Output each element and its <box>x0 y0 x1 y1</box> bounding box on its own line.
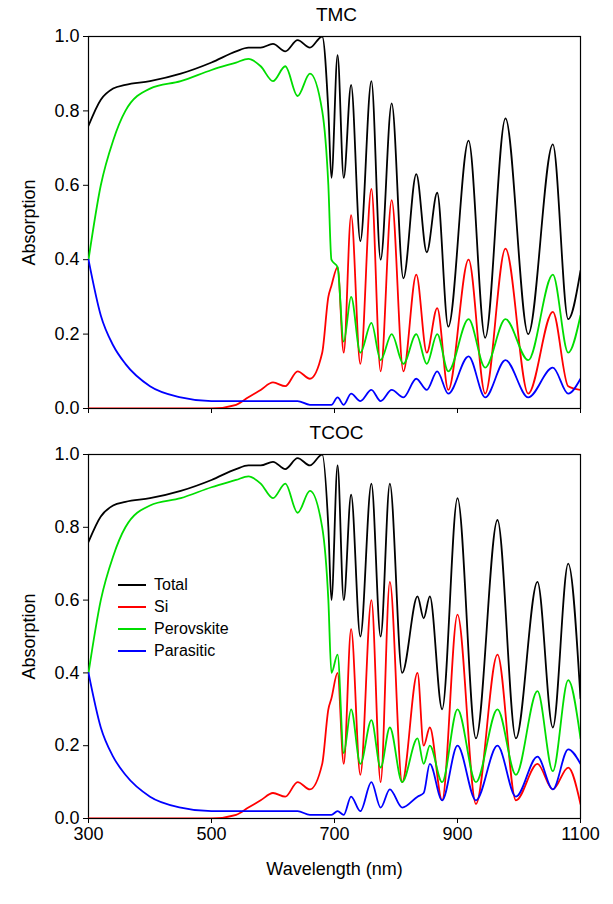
svg-text:0.4: 0.4 <box>54 663 79 683</box>
svg-text:Wavelength (nm): Wavelength (nm) <box>266 859 402 879</box>
svg-text:0.6: 0.6 <box>54 590 79 610</box>
html-text:TMC: TMC <box>315 4 358 25</box>
svg-text:0.0: 0.0 <box>54 398 79 418</box>
html-text:Total: Total <box>154 576 188 594</box>
svg-text:900: 900 <box>442 824 472 844</box>
svg-text:0.8: 0.8 <box>54 517 79 537</box>
svg-text:0.6: 0.6 <box>54 175 79 195</box>
svg-text:1.0: 1.0 <box>54 26 79 46</box>
svg-text:1.0: 1.0 <box>54 444 79 464</box>
svg-text:Absorption: Absorption <box>19 593 39 679</box>
html-text:Perovskite: Perovskite <box>154 620 229 638</box>
svg-text:0.0: 0.0 <box>54 808 79 828</box>
svg-text:500: 500 <box>196 824 226 844</box>
svg-text:1100: 1100 <box>561 824 600 844</box>
svg-text:700: 700 <box>319 824 349 844</box>
svg-text:0.8: 0.8 <box>54 101 79 121</box>
svg-text:0.4: 0.4 <box>54 249 79 269</box>
html-text:Parasitic: Parasitic <box>154 642 216 660</box>
svg-text:300: 300 <box>73 824 104 845</box>
svg-text:0.2: 0.2 <box>54 324 79 344</box>
html-text:Si: Si <box>154 598 169 616</box>
html-text:TCOC: TCOC <box>309 422 364 443</box>
svg-text:0.2: 0.2 <box>54 735 79 755</box>
svg-text:Absorption: Absorption <box>19 179 39 265</box>
